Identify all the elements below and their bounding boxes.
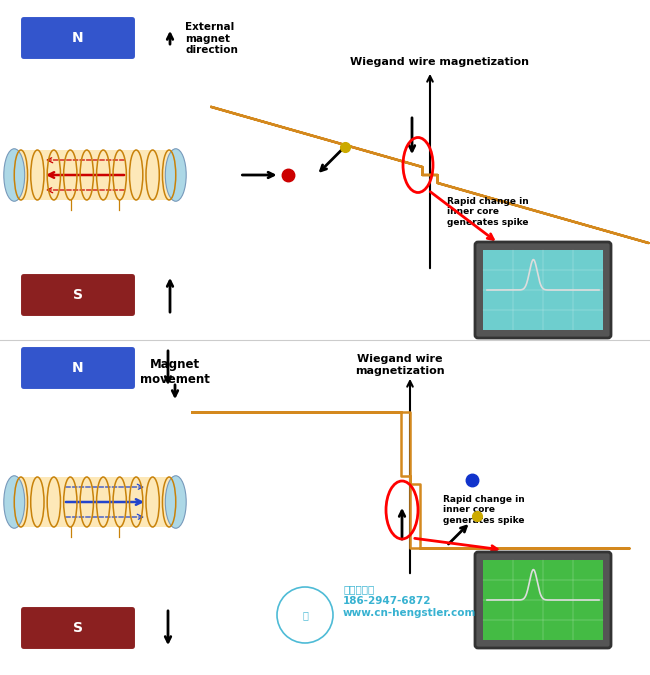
FancyBboxPatch shape (20, 606, 136, 650)
FancyBboxPatch shape (475, 552, 611, 648)
Ellipse shape (165, 148, 186, 201)
Ellipse shape (4, 476, 25, 529)
Text: Magnet
movement: Magnet movement (140, 358, 210, 386)
Text: S: S (73, 288, 83, 302)
FancyBboxPatch shape (20, 273, 136, 317)
Bar (483, 250, 603, 330)
Text: N: N (72, 31, 84, 45)
Text: 德: 德 (302, 610, 308, 620)
Ellipse shape (165, 476, 186, 529)
Bar (14, 477, 176, 527)
Bar (483, 560, 603, 640)
Text: Wiegand wire
magnetization: Wiegand wire magnetization (355, 354, 445, 376)
Ellipse shape (4, 148, 25, 201)
Text: External
magnet
direction: External magnet direction (185, 22, 238, 55)
FancyBboxPatch shape (20, 16, 136, 60)
Text: Rapid change in
inner core
generates spike: Rapid change in inner core generates spi… (447, 197, 529, 227)
Text: 西安德伍拓
186-2947-6872
www.cn-hengstler.com: 西安德伍拓 186-2947-6872 www.cn-hengstler.com (343, 585, 476, 618)
FancyBboxPatch shape (20, 346, 136, 390)
FancyBboxPatch shape (475, 242, 611, 338)
Text: N: N (72, 361, 84, 375)
Text: Wiegand wire magnetization: Wiegand wire magnetization (350, 57, 530, 67)
Text: S: S (73, 621, 83, 635)
Bar (14, 150, 176, 200)
Text: Rapid change in
inner core
generates spike: Rapid change in inner core generates spi… (443, 495, 525, 524)
